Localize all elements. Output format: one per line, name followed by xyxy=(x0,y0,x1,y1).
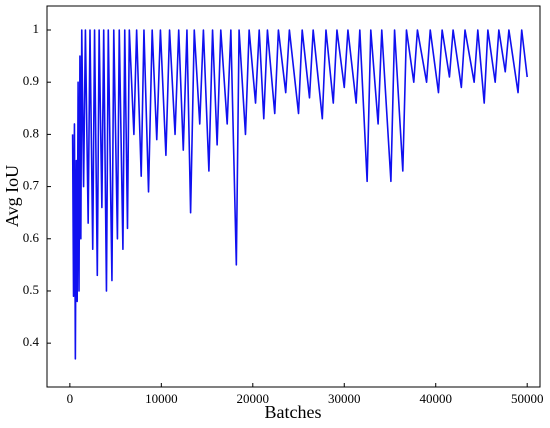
x-tick-label: 50000 xyxy=(511,391,544,406)
plot-frame xyxy=(46,5,541,388)
y-tick-label: 0.9 xyxy=(23,73,39,88)
x-axis-label: Batches xyxy=(265,402,322,422)
y-axis-label: Avg IoU xyxy=(2,165,22,227)
data-line xyxy=(71,29,528,360)
y-tick-label: 0.4 xyxy=(23,334,40,349)
x-tick-label: 10000 xyxy=(145,391,178,406)
x-tick-label: 20000 xyxy=(237,391,270,406)
y-tick-label: 1 xyxy=(33,21,40,36)
y-tick-label: 0.6 xyxy=(23,230,40,245)
x-tick-label: 30000 xyxy=(328,391,361,406)
y-tick-label: 0.5 xyxy=(23,282,39,297)
x-tick-label: 0 xyxy=(67,391,74,406)
y-tick-label: 0.8 xyxy=(23,125,39,140)
x-tick-label: 40000 xyxy=(419,391,452,406)
y-tick-label: 0.7 xyxy=(23,178,40,193)
